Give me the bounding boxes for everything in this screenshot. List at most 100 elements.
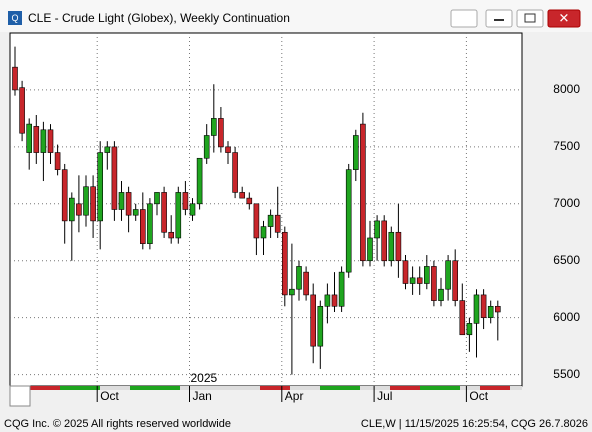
candle-body bbox=[402, 260, 409, 284]
candle-body bbox=[196, 157, 203, 205]
candle-body bbox=[452, 260, 459, 301]
candle-body bbox=[189, 203, 196, 216]
candle-body bbox=[445, 260, 451, 290]
x-tick-label: Apr bbox=[285, 389, 304, 403]
candle-body bbox=[281, 231, 288, 296]
footer-left: CQG Inc. © 2025 All rights reserved worl… bbox=[4, 418, 231, 430]
icon-glyph: Q bbox=[11, 13, 18, 23]
candle-body bbox=[161, 192, 167, 233]
strip-seg bbox=[320, 386, 360, 390]
minimize-button[interactable] bbox=[485, 9, 513, 28]
candle-body bbox=[374, 220, 380, 239]
candle-body bbox=[303, 271, 309, 296]
candle-body bbox=[104, 146, 111, 153]
year-label: 2025 bbox=[191, 371, 218, 385]
candle-body bbox=[296, 266, 302, 290]
candle-body bbox=[218, 118, 224, 148]
strip-seg bbox=[130, 386, 180, 390]
strip-seg bbox=[60, 386, 100, 390]
candle-body bbox=[253, 203, 260, 239]
candle-body bbox=[317, 305, 324, 347]
candle-body bbox=[168, 231, 174, 239]
corner-box bbox=[9, 385, 31, 407]
strip-seg bbox=[260, 386, 290, 390]
candle-body bbox=[487, 305, 494, 318]
strip-seg bbox=[480, 386, 510, 390]
candle-body bbox=[360, 123, 366, 262]
candle-body bbox=[90, 186, 96, 222]
candle-body bbox=[352, 135, 359, 170]
candle-body bbox=[118, 192, 125, 210]
candle-body bbox=[54, 152, 61, 170]
candle-body bbox=[12, 66, 18, 91]
x-tick-label: Oct bbox=[469, 389, 488, 403]
candle-body bbox=[331, 294, 338, 307]
x-tick-label: Jul bbox=[377, 389, 392, 403]
close-glyph: ✕ bbox=[559, 10, 570, 25]
candle-body bbox=[26, 123, 33, 153]
candle-body bbox=[480, 294, 487, 318]
candle-body bbox=[494, 305, 501, 313]
strip-seg bbox=[420, 386, 460, 390]
candle-body bbox=[416, 277, 423, 284]
window-title: CLE - Crude Light (Globex), Weekly Conti… bbox=[28, 11, 290, 25]
candle-body bbox=[232, 152, 238, 193]
y-tick-label: 6500 bbox=[553, 253, 580, 267]
maximize-button[interactable] bbox=[516, 9, 544, 28]
strip-seg bbox=[30, 386, 60, 390]
candle-body bbox=[19, 87, 25, 134]
x-tick-label: Oct bbox=[100, 389, 119, 403]
candle-body bbox=[395, 231, 402, 262]
candle-body bbox=[182, 192, 189, 210]
candle-body bbox=[125, 192, 132, 216]
y-tick-label: 6000 bbox=[553, 310, 580, 324]
candle-body bbox=[47, 129, 54, 153]
footer-right: CLE,W | 11/15/2025 16:25:54, CQG 26.7.80… bbox=[361, 418, 588, 430]
candle-body bbox=[83, 186, 89, 216]
candle-body bbox=[69, 197, 75, 222]
x-tick-label: Jan bbox=[193, 389, 212, 403]
candle-body bbox=[211, 118, 217, 136]
candle-body bbox=[473, 294, 480, 324]
candle-body bbox=[61, 169, 68, 222]
y-tick-label: 7000 bbox=[553, 196, 580, 210]
candle-body bbox=[345, 169, 352, 273]
candle-body bbox=[239, 192, 245, 199]
candle-body bbox=[289, 288, 295, 296]
strip-seg bbox=[390, 386, 420, 390]
candle-body bbox=[310, 294, 317, 347]
candle-body bbox=[260, 226, 267, 239]
candle-body bbox=[388, 231, 395, 262]
candle-body bbox=[175, 192, 182, 239]
candle-body bbox=[459, 300, 466, 336]
app-icon bbox=[8, 11, 22, 25]
candle-body bbox=[40, 129, 47, 153]
candle-body bbox=[33, 126, 40, 153]
maximize-glyph bbox=[524, 13, 536, 23]
candle-body bbox=[147, 203, 153, 244]
close-button[interactable] bbox=[547, 9, 581, 28]
candle-body bbox=[140, 209, 146, 244]
candle-body bbox=[324, 294, 331, 307]
candle-body bbox=[132, 209, 139, 216]
candle-body bbox=[154, 192, 160, 205]
candle-body bbox=[203, 135, 210, 159]
candle-body bbox=[76, 203, 82, 216]
candle-body bbox=[274, 214, 281, 233]
link-button[interactable] bbox=[450, 9, 478, 28]
candle-body bbox=[367, 237, 373, 262]
candle-body bbox=[423, 266, 430, 284]
candle-body bbox=[431, 266, 437, 301]
candle-body bbox=[438, 288, 444, 301]
y-tick-label: 8000 bbox=[553, 82, 580, 96]
candle-body bbox=[267, 214, 274, 227]
candle-body bbox=[97, 152, 103, 222]
candle-body bbox=[381, 220, 388, 262]
candle-body bbox=[246, 197, 253, 205]
candle-body bbox=[409, 277, 416, 284]
y-tick-label: 7500 bbox=[553, 139, 580, 153]
candle-body bbox=[466, 323, 473, 336]
candle-body bbox=[338, 271, 345, 307]
